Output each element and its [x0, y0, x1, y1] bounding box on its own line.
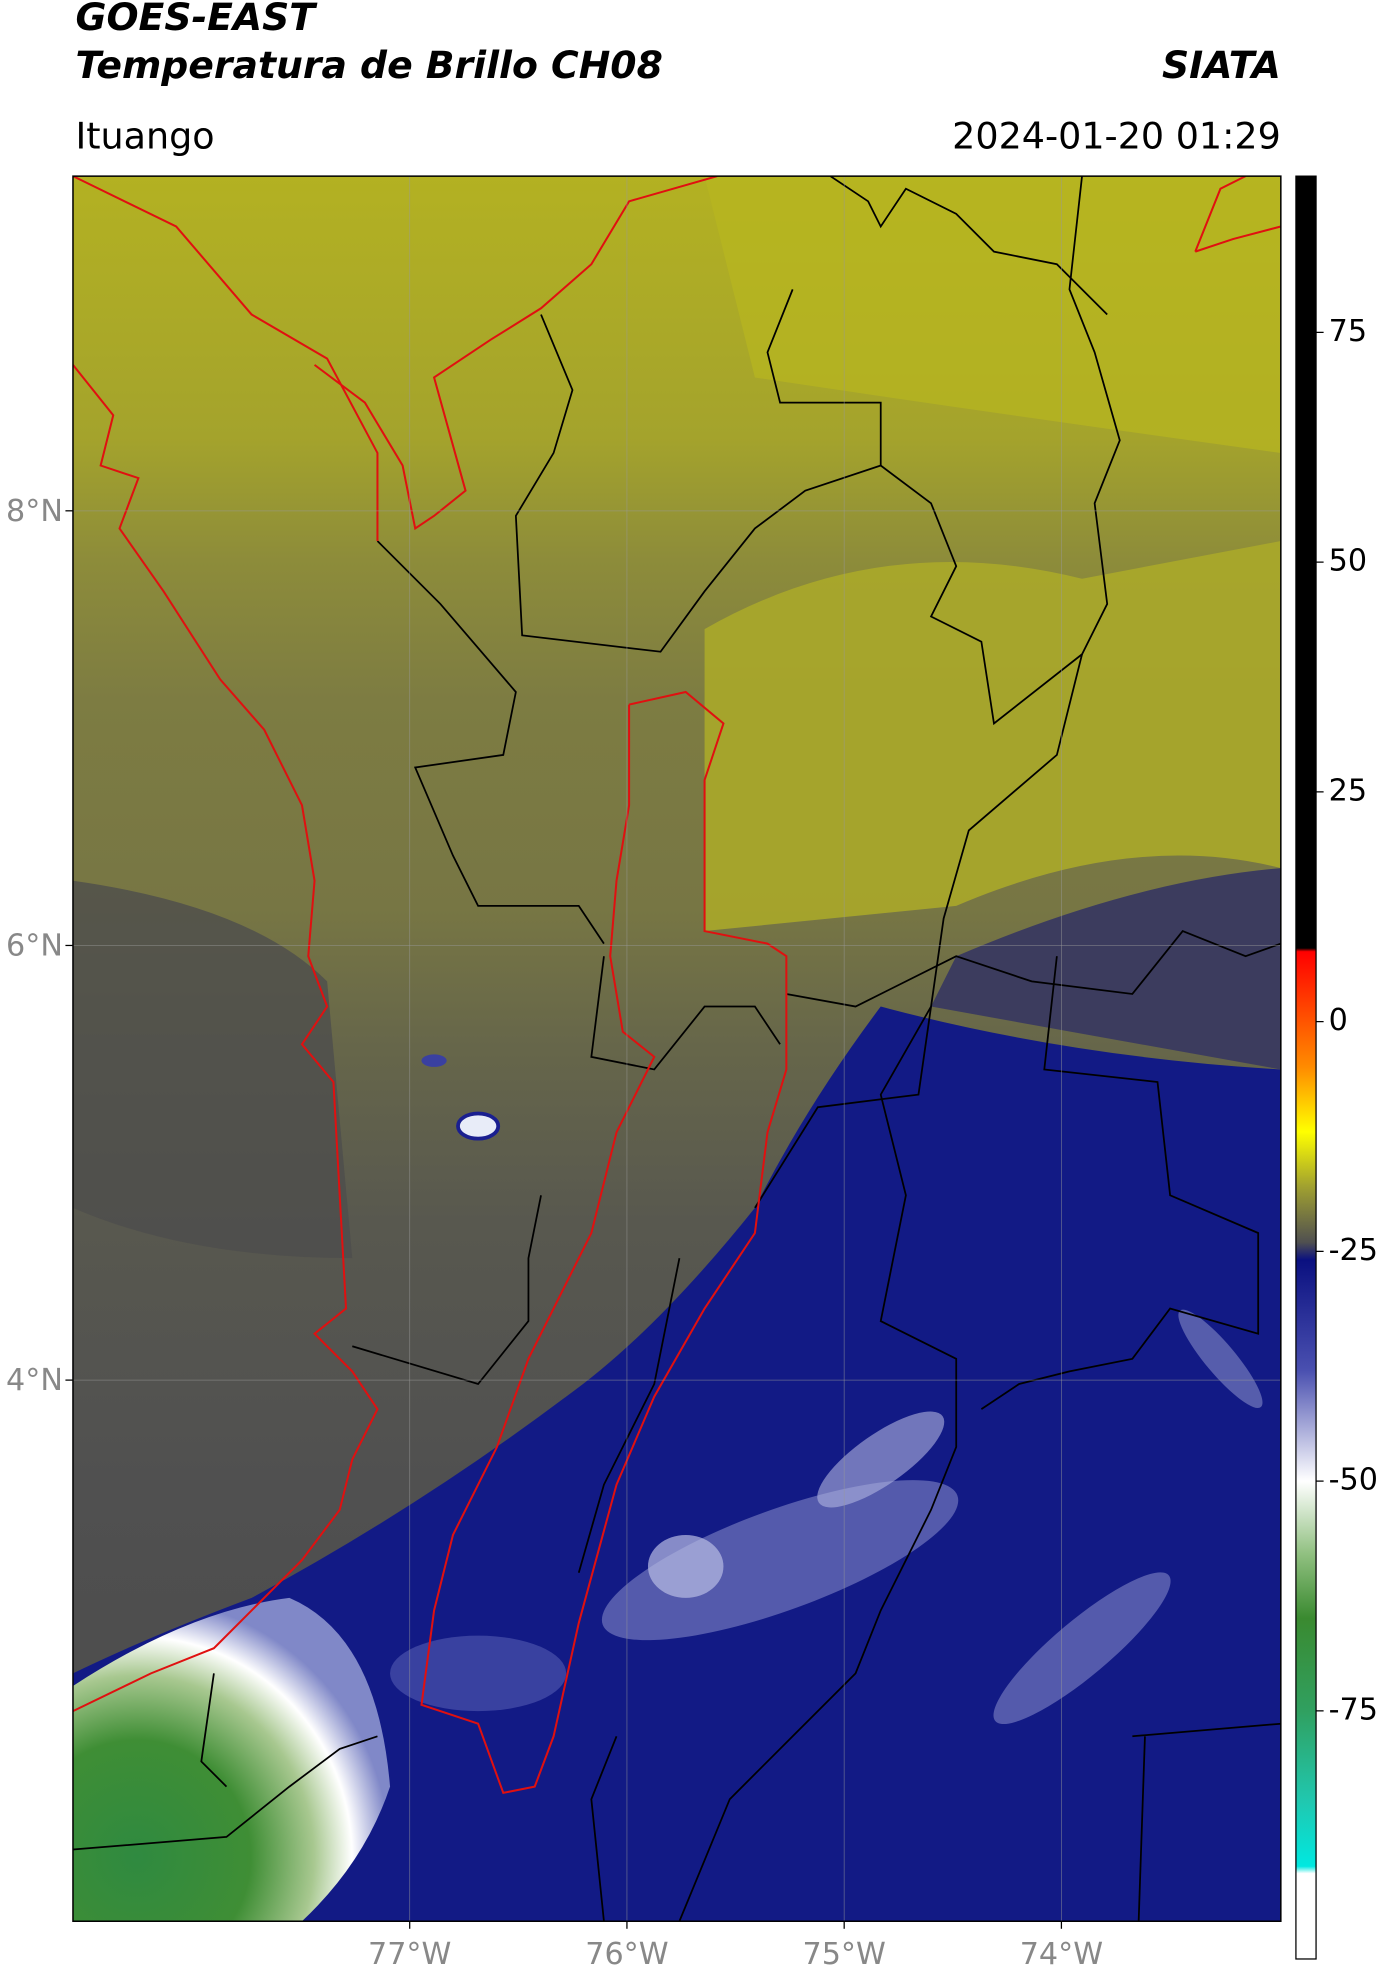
colorbar-label: 25 [1329, 773, 1367, 808]
colorbar-label: -25 [1329, 1233, 1378, 1268]
satellite-image [72, 176, 1281, 1922]
lat-label: 6°N [6, 929, 63, 964]
datetime: 2024-01-20 01:29 [952, 114, 1281, 157]
colorbar-label: -75 [1329, 1692, 1378, 1727]
lat-label: 8°N [6, 494, 63, 529]
location: Ituango [75, 114, 214, 157]
colorbar-label: 75 [1329, 314, 1367, 349]
graticule [72, 176, 1281, 1922]
colorbar-label: 50 [1329, 544, 1367, 579]
colorbar-label: -50 [1329, 1463, 1378, 1498]
lat-label: 4°N [6, 1363, 63, 1398]
colorbar-label: 0 [1329, 1003, 1348, 1038]
lon-label: 77°W [368, 1937, 451, 1972]
source: SIATA [1162, 43, 1281, 87]
lon-label: 76°W [585, 1937, 668, 1972]
map-frame [72, 175, 1282, 1922]
subtitle: Temperatura de Brillo CH08 [75, 43, 662, 87]
colorbar [1295, 175, 1317, 1960]
lon-label: 75°W [802, 1937, 885, 1972]
title: GOES-EAST [75, 0, 318, 39]
lon-label: 74°W [1020, 1937, 1103, 1972]
ticks: 8°N 6°N 4°N 77°W 76°W 75°W 74°W -75 -50 -25 0 25 50 7… [6, 314, 1378, 1972]
